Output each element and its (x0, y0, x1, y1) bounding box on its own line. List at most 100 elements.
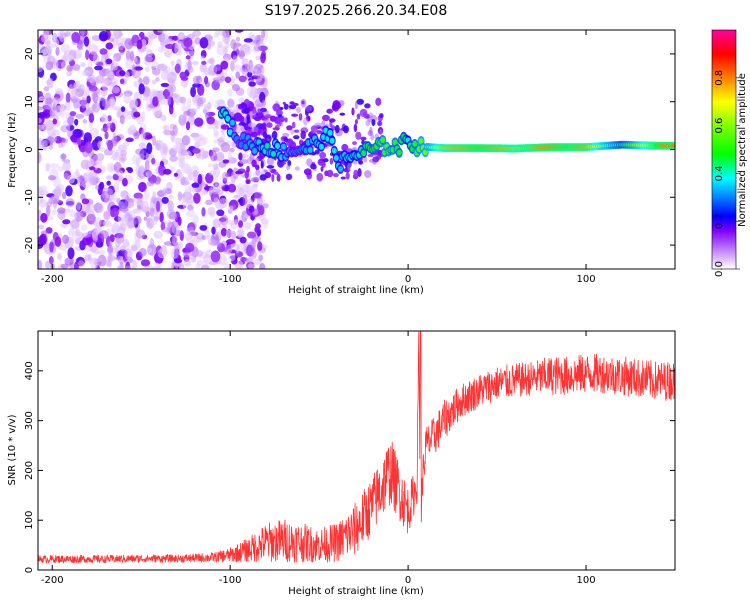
spectrogram-blob (133, 98, 138, 110)
spectrogram-blob (74, 228, 81, 237)
spectrogram-blob (298, 113, 303, 121)
spectrogram-blob (172, 124, 178, 136)
spectrogram-blob (255, 164, 260, 171)
spectrogram-blob (167, 221, 174, 229)
spectrogram-blob (266, 122, 273, 128)
spectrogram-blob (220, 124, 230, 130)
spectrogram-blob (221, 171, 228, 182)
spectrogram-blob (264, 169, 268, 173)
spectrogram-blob (231, 83, 241, 92)
spectrogram-blob (47, 175, 57, 181)
spectrogram-blob (88, 77, 96, 83)
spectrogram-blob (154, 111, 163, 116)
spectrogram-blob (71, 31, 81, 43)
spectrogram-blob (186, 200, 192, 206)
spectrogram-blob (206, 116, 215, 125)
spectrogram-blob (129, 50, 135, 62)
spectrogram-blob (354, 101, 359, 110)
spectrogram-blob (187, 204, 194, 211)
spectrogram-blob (207, 124, 216, 130)
spectrogram-blob (331, 147, 337, 154)
spectrogram-blob (340, 176, 346, 180)
spectrogram-blob (185, 55, 191, 60)
spectrogram-blob (157, 248, 167, 259)
spectrogram-blob (152, 96, 159, 107)
spectrogram-blob (106, 245, 117, 256)
colorbar-tick-label: 0.2 (714, 213, 725, 229)
spectrogram-blob (88, 43, 99, 55)
spectrogram-blob (303, 168, 312, 176)
spectrogram-blob (243, 38, 253, 43)
spectrogram-blob (131, 259, 138, 269)
spectrogram-blob (38, 138, 45, 150)
spectrogram-blob (300, 130, 306, 140)
spectrogram-blob (185, 242, 195, 252)
spectrogram-blob (216, 241, 222, 248)
spectrogram-blob (183, 37, 193, 48)
spectrogram-blob (45, 205, 51, 217)
spectrogram-blob (256, 111, 264, 119)
spectrogram-blob (182, 115, 188, 120)
spectrogram-blob (64, 257, 75, 266)
spectrogram-blob (115, 37, 125, 45)
spectrogram-blob (121, 205, 128, 214)
spectrogram-blob (94, 65, 103, 71)
spectrogram-blob (270, 150, 276, 157)
spectrogram-blob (141, 111, 146, 123)
spectrogram-blob (111, 77, 119, 85)
spectrogram-blob (158, 46, 164, 53)
spectrogram-blob (345, 171, 350, 180)
spectrogram-blob (215, 99, 225, 105)
spectrogram-blob (79, 174, 84, 187)
spectrogram-blob (235, 36, 241, 42)
spectrogram-blob (281, 161, 286, 165)
spectrogram-blob (108, 84, 113, 92)
spectrogram-blob (124, 71, 131, 78)
spectrogram-blob (83, 36, 90, 47)
spectrogram-blob (62, 219, 71, 225)
spectrogram-blob (119, 149, 128, 157)
spectrogram-blob (359, 108, 368, 118)
spectrogram-blob (107, 139, 114, 151)
snr-panel: -200 -100 0 100 0 100 200 300 400 Height of str… (7, 330, 676, 597)
spectrogram-blob (111, 86, 120, 94)
spectrogram-blob (224, 76, 232, 83)
spectrogram-blob (371, 118, 376, 127)
spectrogram-blob (128, 197, 135, 203)
spectrogram-blob (45, 162, 51, 172)
spectrogram-blob (153, 262, 161, 269)
spectrogram-blob (263, 131, 268, 139)
spectrogram-blob (220, 227, 227, 237)
spectrogram-blob (224, 185, 230, 192)
spectrogram-blob (52, 103, 57, 111)
spectrogram-blob (113, 180, 120, 192)
spectrogram-blob (153, 176, 161, 185)
spectrogram-blob (352, 141, 357, 146)
spectrogram-blob (188, 229, 197, 237)
colorbar-tick-label: 0.0 (714, 261, 725, 277)
spectrogram-blob (101, 98, 111, 109)
spectrogram-blob (138, 142, 146, 149)
spectrogram-blob (113, 106, 121, 111)
spectrogram-blob (163, 124, 170, 131)
spectrogram-blob (111, 222, 120, 234)
spectrogram-blob (174, 258, 182, 264)
spectrogram-blob (201, 235, 206, 241)
spectrogram-blob (229, 119, 235, 126)
spectrogram-blob (379, 128, 383, 136)
spectrogram-blob (140, 259, 151, 267)
spectrogram-blob (122, 214, 129, 226)
spectrogram-blob (364, 103, 371, 109)
spectrogram-blob (213, 131, 220, 138)
spectrogram-blob (40, 212, 48, 223)
spectrogram-blob (95, 184, 100, 190)
spectrogram-blob (201, 60, 207, 66)
chart-title: S197.2025.266.20.34.E08 (265, 3, 448, 19)
spectrogram-blob (83, 132, 92, 144)
spectrogram-blob (252, 95, 260, 101)
spectrogram-blob (257, 129, 261, 136)
spectrogram-blob (160, 221, 166, 231)
spectrogram-blob (99, 48, 108, 55)
spectrogram-blob (322, 158, 329, 163)
spectrogram-blob (38, 151, 42, 163)
